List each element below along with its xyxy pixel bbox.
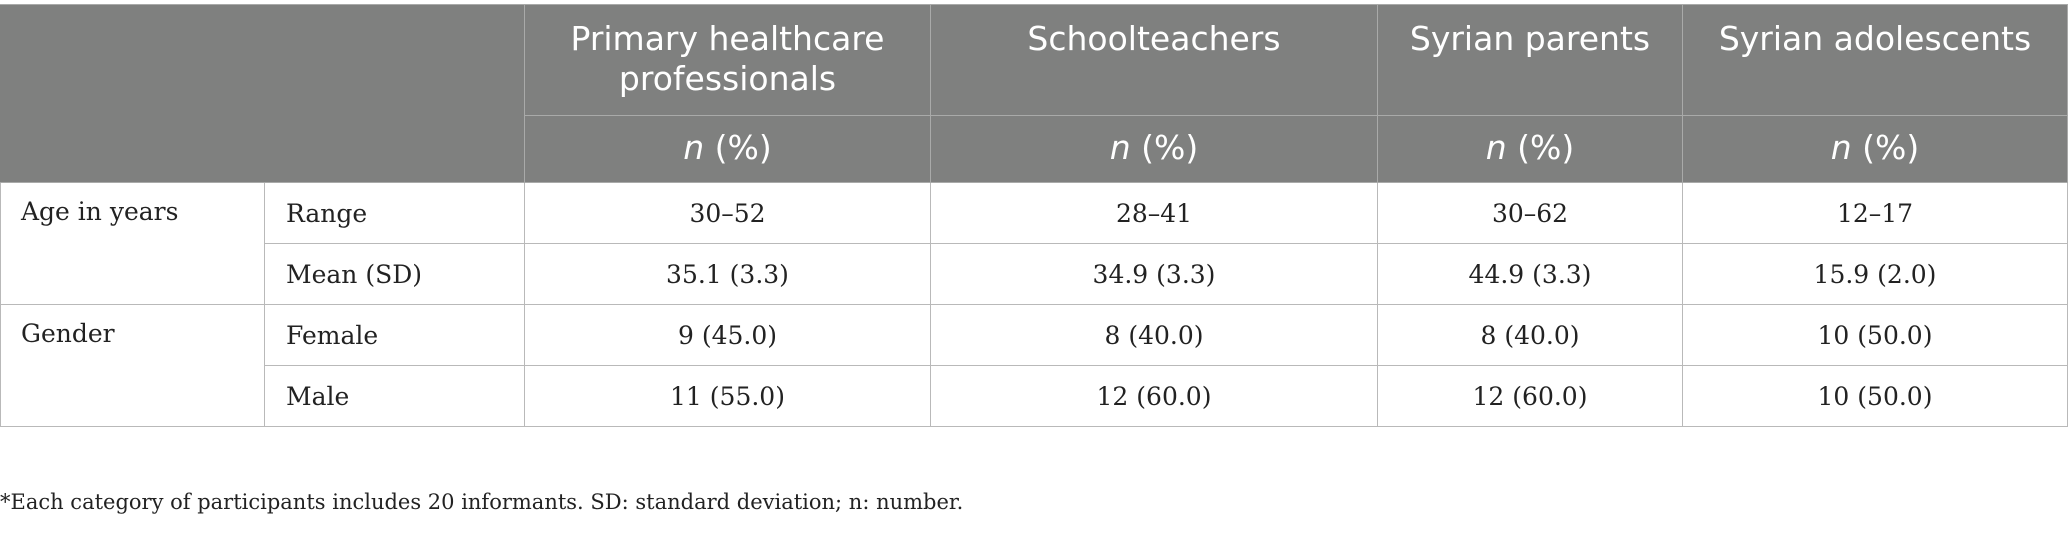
group-label-age: Age in years: [0, 182, 265, 305]
table-cell: 15.9 (2.0): [1682, 243, 2068, 305]
row-label: Range: [264, 182, 525, 244]
header-primary-healthcare: Primary healthcare professionals: [524, 4, 931, 116]
subheader-percent: (%): [1130, 128, 1199, 167]
table-cell: 35.1 (3.3): [524, 243, 931, 305]
header-blank-cell: [0, 4, 525, 183]
table-cell: 12 (60.0): [1377, 365, 1683, 427]
subheader-percent: (%): [1851, 128, 1920, 167]
table-cell: 12–17: [1682, 182, 2068, 244]
table-cell: 11 (55.0): [524, 365, 931, 427]
table-cell: 12 (60.0): [930, 365, 1378, 427]
table-cell: 30–52: [524, 182, 931, 244]
table-cell: 10 (50.0): [1682, 365, 2068, 427]
row-label: Male: [264, 365, 525, 427]
table-cell: 44.9 (3.3): [1377, 243, 1683, 305]
subheader-n: n: [1109, 128, 1131, 167]
participants-table: Primary healthcare professionals Schoolt…: [0, 4, 2068, 427]
subheader-n: n: [683, 128, 705, 167]
table-cell: 34.9 (3.3): [930, 243, 1378, 305]
subheader-percent: (%): [1506, 128, 1575, 167]
table-cell: 30–62: [1377, 182, 1683, 244]
table-row: Mean (SD) 35.1 (3.3) 34.9 (3.3) 44.9 (3.…: [1, 243, 2068, 305]
participants-table-container: Primary healthcare professionals Schoolt…: [0, 4, 2068, 427]
row-label: Mean (SD): [264, 243, 525, 305]
table-cell: 8 (40.0): [1377, 304, 1683, 366]
table-cell: 28–41: [930, 182, 1378, 244]
header-syrian-parents: Syrian parents: [1377, 4, 1683, 116]
subheader-cell: n (%): [930, 115, 1378, 183]
subheader-cell: n (%): [524, 115, 931, 183]
table-cell: 9 (45.0): [524, 304, 931, 366]
header-syrian-adolescents: Syrian adolescents: [1682, 4, 2068, 116]
subheader-cell: n (%): [1682, 115, 2068, 183]
subheader-n: n: [1830, 128, 1852, 167]
header-schoolteachers: Schoolteachers: [930, 4, 1378, 116]
table-row: Age in years Range 30–52 28–41 30–62 12–…: [0, 182, 2068, 305]
table-cell: 10 (50.0): [1682, 304, 2068, 366]
table-footnote: *Each category of participants includes …: [0, 490, 964, 514]
row-label: Female: [264, 304, 525, 366]
subheader-cell: n (%): [1377, 115, 1683, 183]
subheader-percent: (%): [704, 128, 772, 167]
header-row: Primary healthcare professionals Schoolt…: [0, 4, 2068, 183]
subheader-n: n: [1485, 128, 1507, 167]
subheader-row: n (%) n (%) n (%) n (%): [1, 115, 2068, 183]
group-label-gender: Gender: [0, 304, 265, 427]
table-row: Gender Female 9 (45.0) 8 (40.0) 8 (40.0)…: [0, 304, 2068, 427]
table-row: Male 11 (55.0) 12 (60.0) 12 (60.0) 10 (5…: [1, 365, 2068, 427]
table-cell: 8 (40.0): [930, 304, 1378, 366]
